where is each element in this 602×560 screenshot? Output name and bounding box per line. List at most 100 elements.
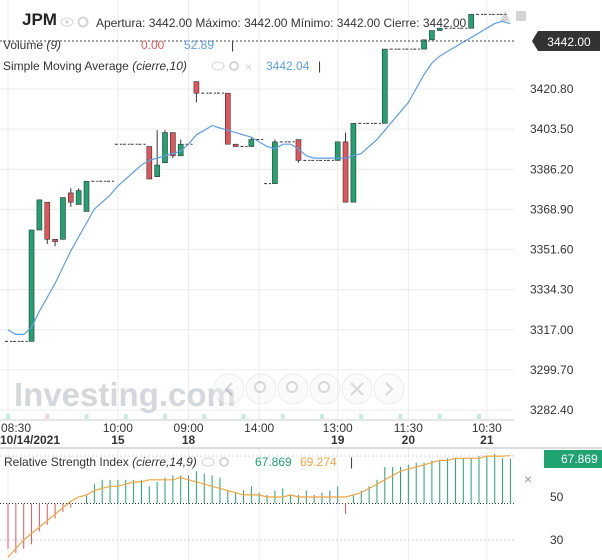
volume-bar bbox=[320, 414, 324, 419]
x-tick-time: 08:30 bbox=[1, 421, 31, 435]
volume-bar bbox=[84, 414, 89, 419]
volume-value: 0.00 bbox=[141, 38, 165, 52]
candle bbox=[342, 132, 349, 203]
volume-bar bbox=[280, 414, 285, 419]
watermark-logo: Investing.com bbox=[14, 376, 236, 413]
eye-icon[interactable] bbox=[211, 61, 225, 71]
chevron-right-icon bbox=[385, 382, 394, 396]
volume-bar bbox=[202, 414, 207, 419]
volume-legend: Volume (9) bbox=[3, 38, 61, 52]
chart-header: JPM Apertura: 3442.00 Máximo: 3442.00 Mí… bbox=[3, 10, 526, 469]
scroll-left-button[interactable] bbox=[213, 373, 245, 405]
volume-bars bbox=[6, 414, 481, 419]
y-tick-label: 3299.70 bbox=[530, 363, 574, 377]
candle bbox=[248, 137, 255, 147]
gear-icon[interactable] bbox=[219, 457, 229, 467]
sma-legend-controls: × bbox=[211, 60, 252, 74]
candle bbox=[60, 197, 66, 240]
volume-ma-value: 52.89 bbox=[184, 38, 214, 52]
eye-icon[interactable] bbox=[201, 457, 215, 467]
volume-bar bbox=[45, 414, 50, 419]
x-tick-date: 10/14/2021 bbox=[0, 433, 60, 447]
x-tick-date: 18 bbox=[182, 433, 196, 447]
y-tick-label: 3317.00 bbox=[530, 323, 574, 337]
y-tick-label: 3282.40 bbox=[530, 403, 574, 417]
rsi-legend: Relative Strength Index (cierre,14,9) bbox=[4, 455, 197, 469]
price-badge-text: 3442.00 bbox=[547, 35, 591, 49]
y-tick-label: 3403.50 bbox=[530, 122, 574, 136]
zoom-in-button[interactable] bbox=[309, 373, 341, 405]
zoom-out-icon bbox=[254, 381, 266, 393]
x-tick-date: 15 bbox=[111, 433, 125, 447]
symbol-title: JPM bbox=[22, 10, 57, 29]
y-tick-label: 3351.60 bbox=[530, 243, 574, 257]
rsi-value: 67.869 bbox=[255, 455, 292, 469]
eye-icon[interactable] bbox=[60, 17, 74, 27]
x-tick-time: 10:00 bbox=[103, 421, 133, 435]
volume-bar bbox=[241, 414, 246, 419]
candle bbox=[28, 229, 35, 342]
candle bbox=[232, 143, 239, 147]
x-tick-time: 13:00 bbox=[323, 421, 353, 435]
volume-bar bbox=[6, 414, 10, 419]
sma-legend: Simple Moving Average (cierre,10) bbox=[3, 59, 187, 73]
chart-nav-controls bbox=[213, 373, 405, 405]
square-icon[interactable] bbox=[516, 11, 526, 21]
x-tick-time: 11:30 bbox=[394, 421, 423, 435]
sma-line bbox=[7, 20, 511, 335]
svg-text:|: | bbox=[350, 455, 353, 469]
expand-icon bbox=[350, 382, 364, 396]
candle bbox=[334, 141, 341, 161]
candle bbox=[154, 130, 160, 177]
candle bbox=[83, 181, 90, 212]
gear-icon[interactable] bbox=[77, 16, 89, 28]
legend-controls bbox=[60, 16, 89, 28]
volume-bar bbox=[437, 414, 442, 419]
zoom-reset-button[interactable] bbox=[277, 373, 309, 405]
expand-button[interactable] bbox=[341, 373, 373, 405]
svg-text:|: | bbox=[231, 38, 234, 52]
y-axis-labels: 3420.80 3403.50 3386.20 3368.90 3351.60 3334.… bbox=[530, 82, 574, 417]
sma-value: 3442.04 bbox=[266, 59, 310, 73]
candle bbox=[44, 201, 51, 244]
close-icon[interactable]: × bbox=[524, 471, 532, 487]
candle bbox=[68, 188, 74, 207]
rsi-signal-value: 69.274 bbox=[300, 455, 337, 469]
y-tick-label: 3420.80 bbox=[530, 82, 574, 96]
candle bbox=[381, 48, 388, 124]
rsi-badge: 67.869 bbox=[544, 450, 602, 468]
zoom-in-icon bbox=[318, 381, 330, 393]
candle bbox=[193, 81, 200, 103]
ohlc-text: Apertura: 3442.00 Máximo: 3442.00 Mínimo… bbox=[96, 16, 467, 30]
close-icon[interactable]: × bbox=[245, 60, 252, 74]
previous-close-lines bbox=[5, 13, 507, 342]
scroll-right-button[interactable] bbox=[373, 373, 405, 405]
volume-bar bbox=[398, 414, 403, 419]
x-tick-time: 10:30 bbox=[472, 421, 502, 435]
y-tick-label: 3368.90 bbox=[530, 202, 574, 216]
candles bbox=[28, 14, 474, 342]
zoom-out-button[interactable] bbox=[245, 373, 277, 405]
volume-bar bbox=[163, 414, 167, 419]
chevron-left-icon bbox=[224, 382, 233, 396]
candle bbox=[429, 30, 435, 41]
rsi-y-tick: 50 bbox=[550, 490, 564, 504]
rsi-badge-text: 67.869 bbox=[561, 452, 598, 466]
rsi-y-tick: 30 bbox=[550, 533, 564, 547]
volume-bar bbox=[359, 414, 364, 419]
alert-icon[interactable] bbox=[500, 11, 510, 21]
rsi-signal-line bbox=[7, 455, 511, 558]
x-tick-time: 14:00 bbox=[244, 421, 274, 435]
candle bbox=[295, 139, 302, 163]
zoom-reset-icon bbox=[286, 381, 298, 393]
svg-text:|: | bbox=[318, 59, 321, 73]
volume-bar bbox=[477, 414, 481, 419]
price-badge: 3442.00 bbox=[532, 31, 600, 51]
y-tick-label: 3386.20 bbox=[530, 162, 574, 176]
gear-icon[interactable] bbox=[229, 61, 239, 71]
x-tick-date: 20 bbox=[402, 433, 416, 447]
candle bbox=[146, 146, 153, 180]
candle bbox=[177, 139, 184, 157]
rsi-bars bbox=[7, 454, 511, 553]
